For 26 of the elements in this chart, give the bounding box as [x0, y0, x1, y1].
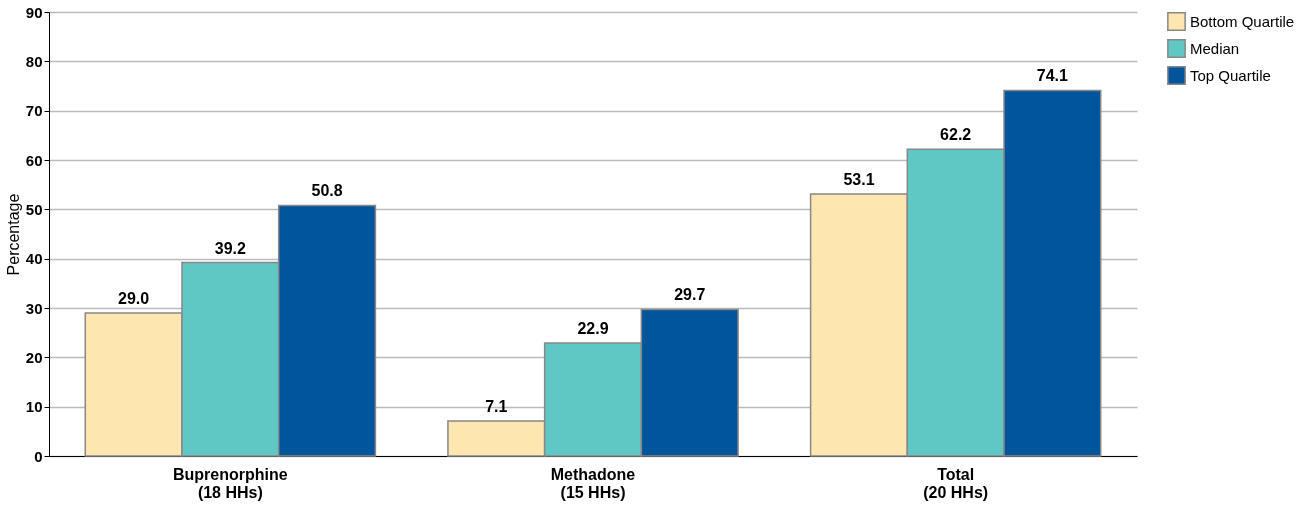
legend-label: Median — [1190, 39, 1240, 57]
y-tick-label: 80 — [25, 52, 43, 70]
y-tick-label: 90 — [25, 3, 43, 21]
y-axis-title: Percentage — [4, 193, 22, 276]
y-tick-label: 20 — [25, 348, 43, 366]
legend-label: Bottom Quartile — [1190, 12, 1295, 30]
data-label: 39.2 — [214, 239, 247, 257]
y-tick-label: 30 — [25, 299, 43, 317]
data-label: 29.0 — [118, 289, 150, 307]
data-label: 62.2 — [940, 126, 972, 144]
data-label: 53.1 — [843, 171, 875, 189]
data-label: 50.8 — [311, 182, 343, 200]
data-label: 29.7 — [674, 286, 706, 304]
y-tick-label: 0 — [34, 447, 43, 465]
y-tick-label: 40 — [25, 250, 43, 268]
data-label: 7.1 — [485, 397, 508, 415]
x-tick-label: Total (20 HHs) — [923, 465, 989, 501]
x-tick-label: Methadone (15 HHs) — [550, 465, 636, 501]
y-tick-label: 60 — [25, 151, 43, 169]
y-tick-label: 70 — [25, 102, 43, 120]
x-tick-label: Buprenorphine (18 HHs) — [173, 465, 288, 501]
data-label: 74.1 — [1036, 67, 1069, 85]
legend-label: Top Quartile — [1190, 66, 1271, 84]
data-label: 22.9 — [577, 320, 609, 338]
y-tick-label: 10 — [25, 398, 43, 416]
y-tick-label: 50 — [25, 200, 43, 218]
